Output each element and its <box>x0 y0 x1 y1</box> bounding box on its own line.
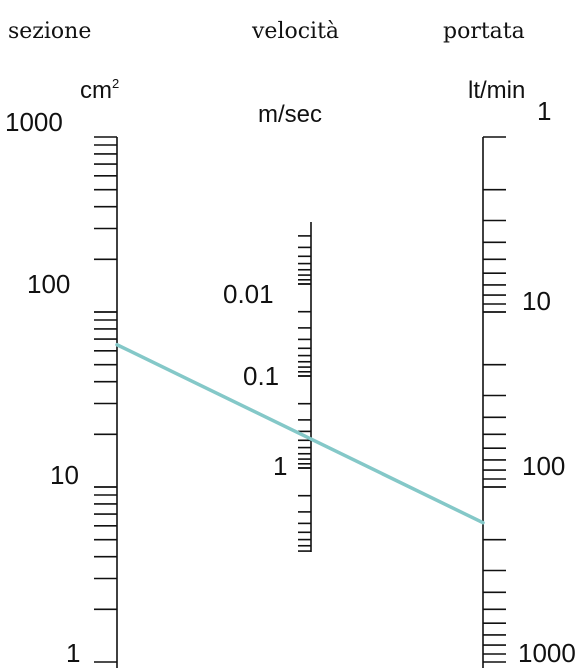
portata-label-100: 100 <box>522 451 565 481</box>
header-sezione: sezione <box>8 19 91 44</box>
unit-sezione: cm2 <box>80 76 119 104</box>
sezione-label-1: 1 <box>66 638 80 668</box>
velocita-label-0.1: 0.1 <box>243 361 279 391</box>
sezione-label-100: 100 <box>27 269 70 299</box>
velocita-label-1: 1 <box>273 451 287 481</box>
velocita-label-0.01: 0.01 <box>223 279 274 309</box>
portata-label-1000: 1000 <box>518 638 576 668</box>
scale-ticks <box>94 136 506 663</box>
portata-label-10: 10 <box>522 286 551 316</box>
unit-velocita: m/sec <box>258 101 322 128</box>
header-velocita: velocità <box>251 19 339 44</box>
header-portata: portata <box>443 19 525 44</box>
sezione-label-1000: 1000 <box>5 107 63 137</box>
unit-portata: lt/min <box>468 77 525 104</box>
solution-line <box>115 342 485 525</box>
portata-label-1: 1 <box>537 96 551 126</box>
sezione-label-10: 10 <box>50 460 79 490</box>
